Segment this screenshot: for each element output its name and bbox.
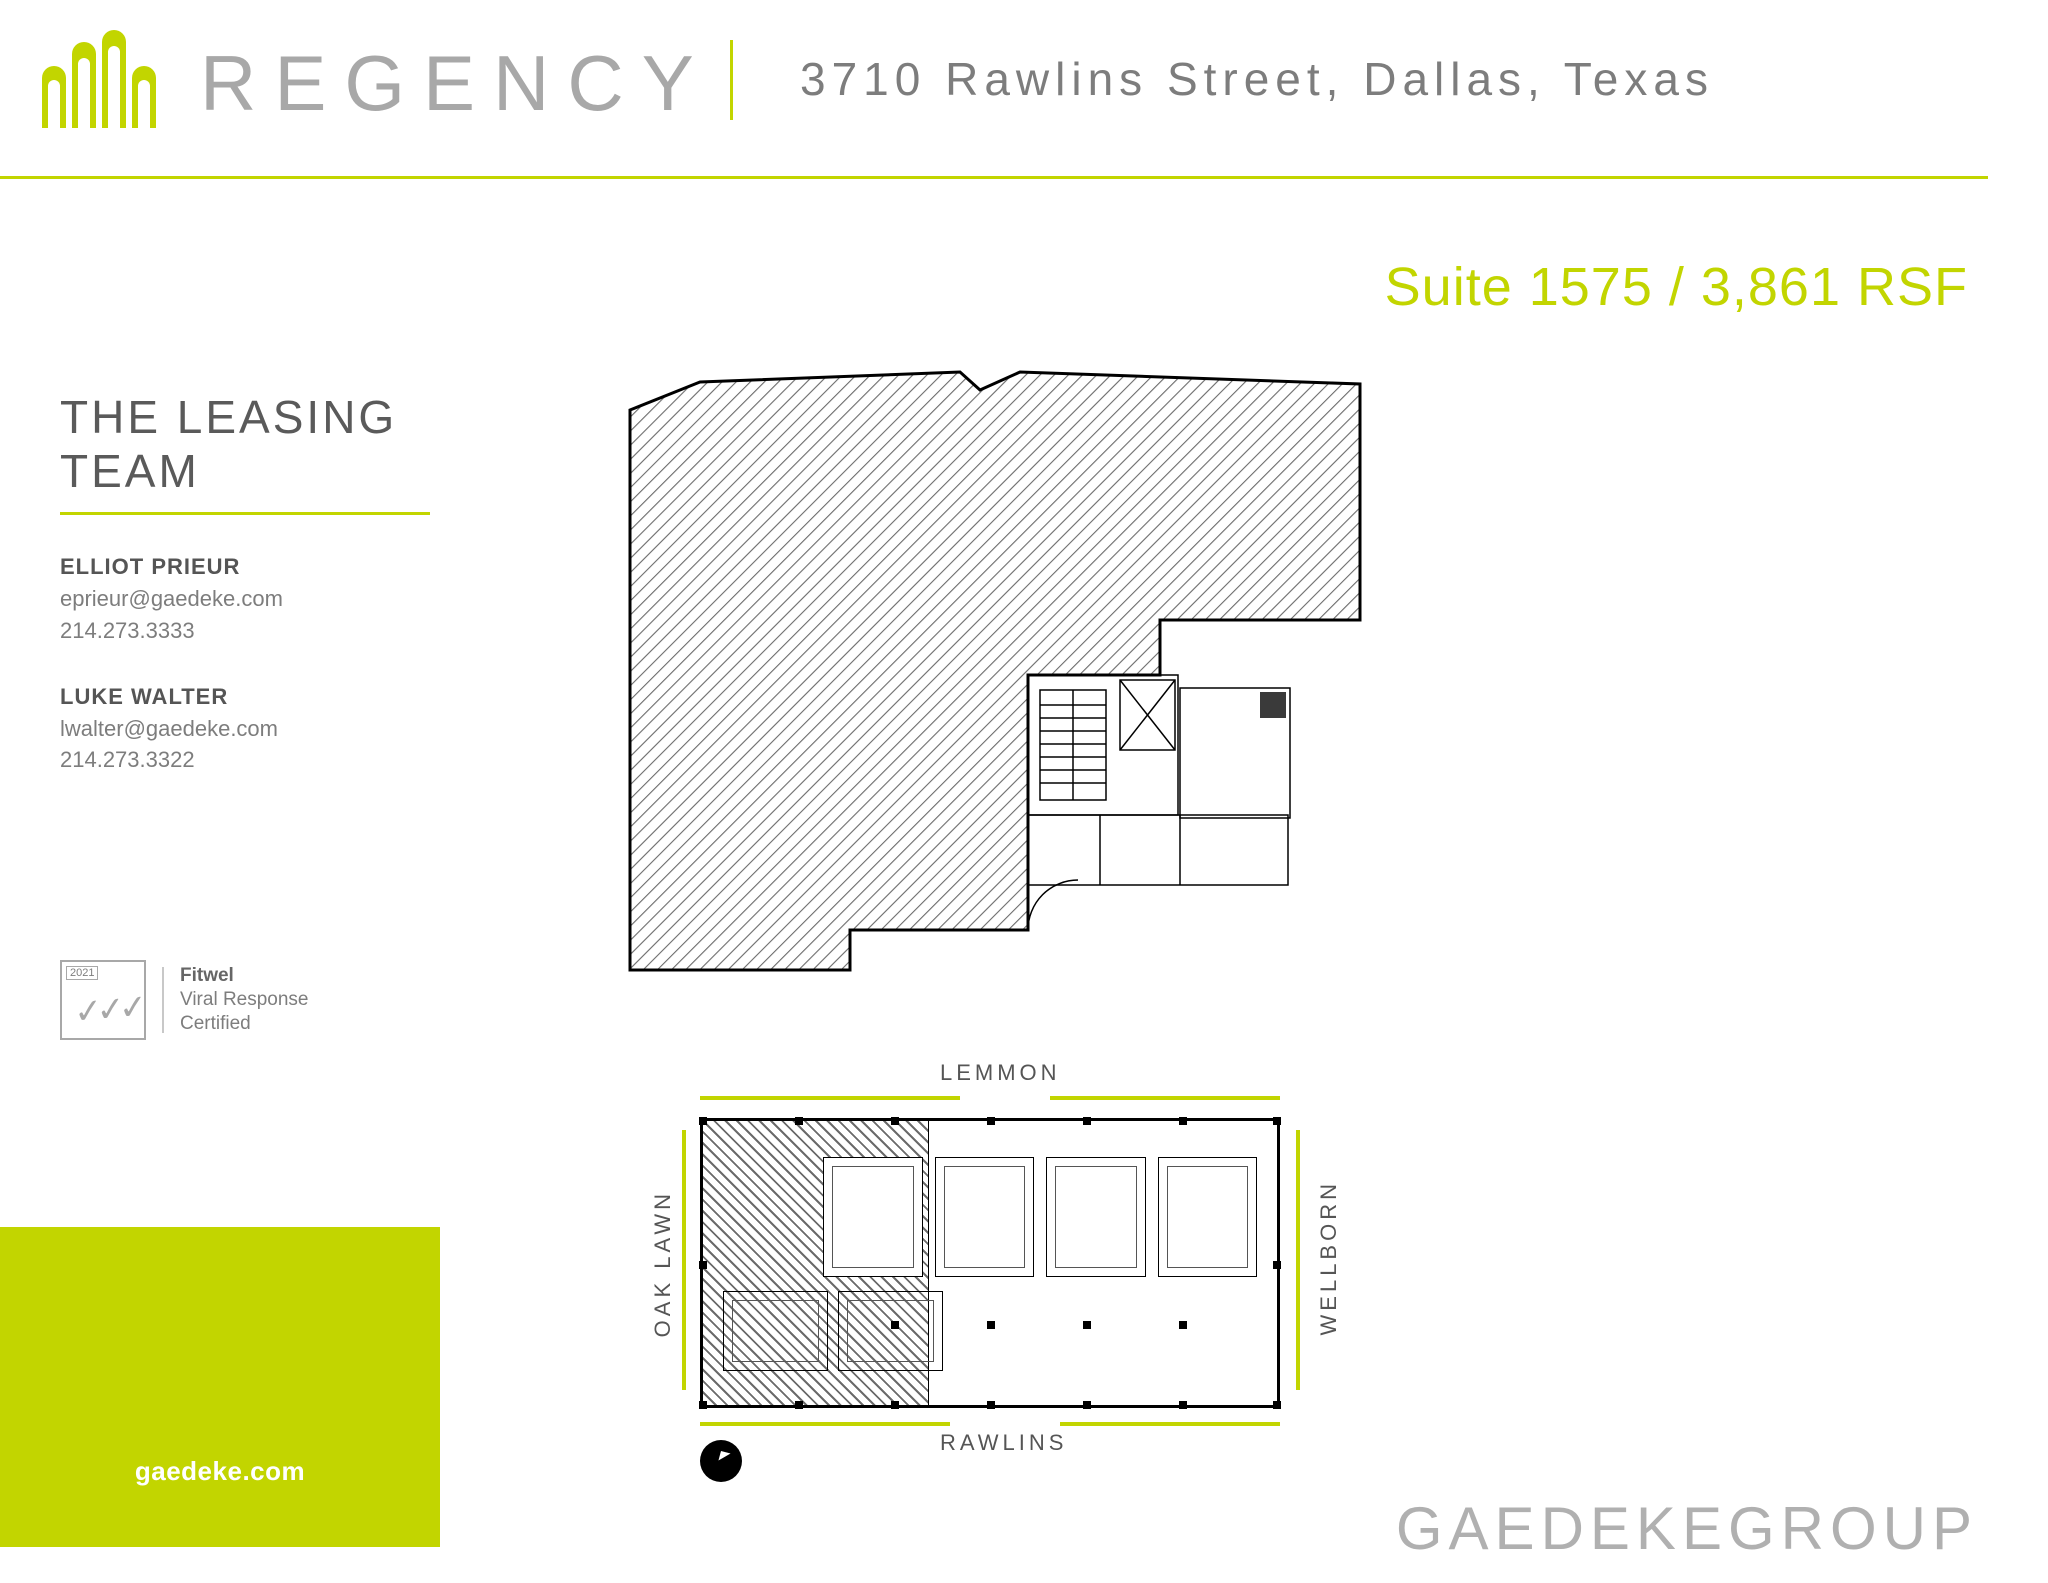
suite-title: Suite 1575 / 3,861 RSF (1385, 256, 1968, 318)
property-address: 3710 Rawlins Street, Dallas, Texas (800, 52, 1714, 106)
fitwel-badge: 2021 ✓✓✓ Fitwel Viral Response Certified (60, 960, 309, 1040)
fitwel-divider (162, 967, 164, 1033)
contact-phone: 214.273.3333 (60, 615, 480, 647)
key-plan: LEMMON RAWLINS OAK LAWN WELLBORN (620, 1060, 1360, 1490)
leasing-sidebar: THE LEASING TEAM ELLIOT PRIEUR eprieur@g… (60, 390, 480, 810)
footer-block: gaedeke.com (0, 1227, 440, 1547)
contact-phone: 214.273.3322 (60, 744, 480, 776)
company-logo: GAEDEKEGROUP (1396, 1494, 1978, 1563)
contact-2: LUKE WALTER lwalter@gaedeke.com 214.273.… (60, 681, 480, 777)
street-bar (1296, 1130, 1300, 1390)
contact-1: ELLIOT PRIEUR eprieur@gaedeke.com 214.27… (60, 551, 480, 647)
fitwel-text: Fitwel Viral Response Certified (180, 964, 309, 1035)
street-top: LEMMON (940, 1060, 1061, 1086)
fitwel-checks-icon: ✓✓✓ (72, 987, 143, 1033)
suite-floorplan (620, 370, 1380, 1000)
street-bar (1050, 1096, 1280, 1100)
fitwel-line3: Certified (180, 1012, 309, 1036)
logo: REGENCY (42, 30, 712, 128)
street-bottom: RAWLINS (940, 1430, 1067, 1456)
company-logo-light: GROUP (1728, 1495, 1978, 1562)
header-divider (730, 40, 733, 120)
fitwel-icon: 2021 ✓✓✓ (60, 960, 146, 1040)
key-floor (700, 1118, 1280, 1408)
leasing-title: THE LEASING TEAM (60, 390, 480, 498)
header-rule (0, 176, 1988, 179)
columns (703, 1121, 1277, 1405)
contact-name: LUKE WALTER (60, 681, 480, 713)
street-bar (1060, 1422, 1280, 1426)
header: REGENCY 3710 Rawlins Street, Dallas, Tex… (0, 30, 2048, 160)
contact-email: lwalter@gaedeke.com (60, 713, 480, 745)
street-bar (682, 1130, 686, 1390)
fitwel-line2: Viral Response (180, 988, 309, 1012)
street-bar (700, 1422, 950, 1426)
contact-name: ELLIOT PRIEUR (60, 551, 480, 583)
street-left: OAK LAWN (650, 1190, 676, 1337)
footer-url: gaedeke.com (0, 1456, 440, 1487)
logo-icon (42, 30, 172, 128)
street-bar (700, 1096, 960, 1100)
leasing-rule (60, 512, 430, 515)
fitwel-line1: Fitwel (180, 964, 309, 988)
contact-email: eprieur@gaedeke.com (60, 583, 480, 615)
street-right: WELLBORN (1316, 1180, 1342, 1335)
company-logo-bold: GAEDEKE (1396, 1495, 1728, 1562)
fitwel-year: 2021 (66, 966, 98, 980)
floorplan-svg (620, 370, 1380, 1000)
north-arrow-icon (700, 1440, 742, 1482)
logo-word: REGENCY (200, 44, 712, 128)
